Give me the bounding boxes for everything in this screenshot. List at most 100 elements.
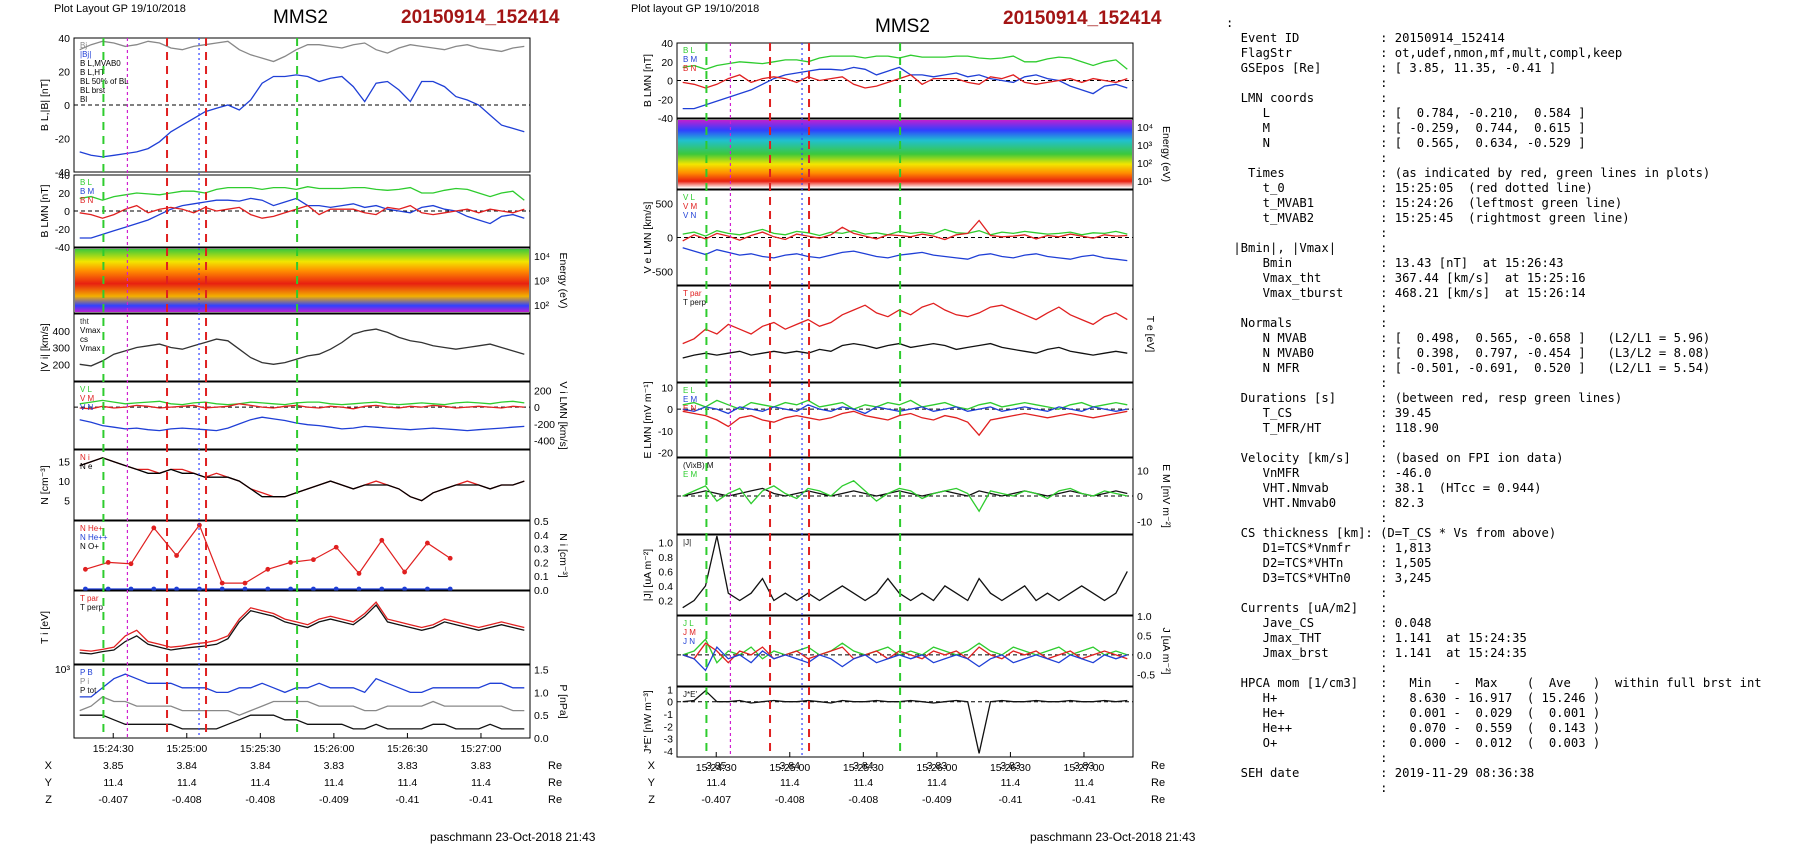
right-pos-value: 3.83	[927, 760, 948, 772]
info-line: He++ : 0.070 - 0.559 ( 0.143 )	[1226, 721, 1601, 735]
right-ylabel: E M [mV m⁻²]	[1160, 464, 1172, 528]
left-legend-label: tht	[80, 317, 90, 326]
right-legend-label: J M	[683, 628, 696, 637]
info-line: FlagStr : ot,udef,nmon,mf,mult,compl,kee…	[1226, 46, 1623, 60]
info-line: N MVAB : [ 0.498, 0.565, -0.658 ] (L2/L1…	[1226, 331, 1711, 345]
left-series-line	[79, 457, 525, 502]
info-line: :	[1226, 751, 1388, 765]
left-ylabel: P [nPa]	[557, 684, 569, 718]
left-xtick-label: 15:26:00	[313, 743, 354, 755]
right-ytick-label: 10³	[1137, 140, 1153, 152]
left-ytick-label: 40	[58, 33, 70, 45]
info-line: Vmax_tburst : 468.21 [km/s] at 15:26:14	[1226, 286, 1586, 300]
info-line: Durations [s] : (between red, resp green…	[1226, 391, 1623, 405]
info-line: M : [ -0.259, 0.744, 0.615 ]	[1226, 121, 1586, 135]
left-pos-label: Y	[45, 777, 53, 789]
left-legend-label: N O+	[80, 542, 99, 551]
right-spacecraft-title: MMS2	[875, 16, 930, 37]
right-ytick-label: -10	[658, 426, 673, 438]
info-line: :	[1226, 301, 1388, 315]
right-series-line	[682, 689, 1128, 754]
right-ytick-label: 10	[661, 382, 673, 394]
right-pos-value: 11.4	[1001, 777, 1021, 789]
right-pos-label: X	[648, 760, 656, 772]
left-pos-value: 3.84	[177, 760, 198, 772]
right-ytick-label: -10	[1137, 516, 1152, 528]
left-xtick-label: 15:24:30	[93, 743, 134, 755]
left-ytick-label: 200	[52, 359, 70, 371]
right-ytick-label: 0	[667, 404, 673, 416]
right-pos-value: 11.4	[927, 777, 947, 789]
left-series-line	[79, 197, 525, 239]
left-legend-label: V N	[80, 403, 94, 412]
right-ytick-label: -40	[658, 113, 673, 125]
left-xtick-label: 15:26:30	[387, 743, 428, 755]
left-pos-value: 11.4	[103, 777, 123, 789]
right-series-line	[682, 219, 1128, 242]
left-ytick-label: 10³	[534, 276, 550, 288]
left-pos-value: -0.408	[172, 794, 202, 806]
info-line: Normals :	[1226, 316, 1388, 330]
info-line: :	[1226, 226, 1388, 240]
left-pos-value: -0.41	[469, 794, 493, 806]
left-ytick-label: 20	[58, 188, 70, 200]
info-line: LMN coords :	[1226, 91, 1388, 105]
right-ytick-label: -3	[664, 734, 673, 746]
left-spectrogram	[75, 249, 529, 312]
left-ytick-label: -40	[55, 242, 70, 254]
left-legend-label: N e	[80, 462, 93, 471]
right-pos-value: -0.407	[701, 794, 731, 806]
info-line: N MVAB0 : [ 0.398, 0.797, -0.454 ] (L3/L…	[1226, 346, 1711, 360]
left-ytick-label: 10²	[534, 300, 550, 312]
left-legend-label: T par	[80, 594, 99, 603]
right-ylabel: B LMN [nT]	[642, 54, 654, 107]
right-legend-label: (VixB) M	[683, 461, 714, 470]
right-ytick-label: 20	[661, 57, 673, 69]
left-xtick-label: 15:25:30	[240, 743, 281, 755]
left-ytick-label: -200	[534, 419, 555, 431]
left-legend-label: B L,MVAB0	[80, 59, 121, 68]
info-line: CS thickness [km]: (D=T_CS * Vs from abo…	[1226, 526, 1557, 540]
right-xtick-label: 15:26:00	[916, 762, 957, 774]
right-pos-unit: Re	[1151, 760, 1165, 772]
right-ytick-label: 0	[667, 697, 673, 709]
right-series-line	[682, 66, 1128, 110]
right-xtick-label: 15:25:30	[843, 762, 884, 774]
right-ytick-label: -20	[658, 94, 673, 106]
left-ytick-label: -40	[55, 167, 70, 179]
info-line: :	[1226, 151, 1388, 165]
right-pos-value: 3.83	[1074, 760, 1095, 772]
left-legend-label: N He++	[80, 533, 108, 542]
left-ytick-label: 400	[52, 326, 70, 338]
info-line: :	[1226, 436, 1388, 450]
left-legend-label: B L,HT	[80, 68, 105, 77]
left-ylabel: Energy (eV)	[557, 252, 569, 308]
left-ytick-label: 1.5	[534, 665, 549, 677]
right-pos-value: -0.41	[998, 794, 1022, 806]
right-panel-frame	[676, 382, 1134, 458]
left-legend-label: T perp	[80, 603, 104, 612]
left-pos-value: 3.83	[471, 760, 492, 772]
left-pos-value: 3.85	[103, 760, 124, 772]
info-line: VHT.Nmvab : 38.1 (HTcc = 0.944)	[1226, 481, 1542, 495]
right-ytick-label: 0.0	[1137, 650, 1152, 662]
info-line: D3=TCS*VHTn0 : 3,245	[1226, 571, 1432, 585]
right-legend-label: B L	[683, 46, 696, 55]
left-panel-frame	[73, 664, 531, 739]
left-ytick-label: 0	[534, 402, 540, 414]
right-series-line	[682, 645, 1128, 672]
left-pos-label: X	[45, 760, 53, 772]
left-ylabel: N [cm⁻³]	[39, 465, 51, 504]
right-pos-value: 11.4	[780, 777, 800, 789]
right-series-line	[682, 404, 1128, 415]
right-pos-label: Y	[648, 777, 656, 789]
left-ylabel: B L,|B| [nT]	[39, 79, 51, 131]
right-ytick-label: 0	[667, 76, 673, 88]
right-series-line	[682, 642, 1128, 664]
info-line: Velocity [km/s] : (based on FPI ion data…	[1226, 451, 1564, 465]
left-legend-label: B L	[80, 178, 93, 187]
info-line: :	[1226, 781, 1388, 795]
right-xtick-label: 15:27:00	[1064, 762, 1105, 774]
right-ytick-label: 0.8	[658, 552, 673, 564]
info-line: Bmin : 13.43 [nT] at 15:26:43	[1226, 256, 1564, 270]
